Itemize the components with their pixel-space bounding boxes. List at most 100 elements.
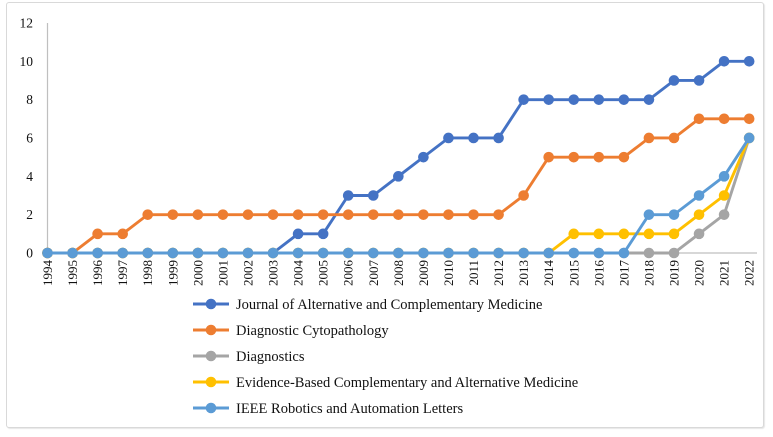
x-axis-tick-label: 2001 bbox=[215, 260, 230, 286]
series-line bbox=[46, 136, 751, 255]
legend-item: Diagnostic Cytopathology bbox=[193, 323, 389, 339]
data-point-marker bbox=[643, 94, 655, 105]
y-axis-tick-label: 2 bbox=[26, 207, 33, 222]
data-point-marker bbox=[643, 132, 655, 144]
data-point-marker bbox=[217, 247, 229, 259]
data-point-marker bbox=[643, 247, 655, 259]
data-point-marker bbox=[317, 247, 329, 259]
data-point-marker bbox=[292, 247, 304, 259]
data-point-marker bbox=[67, 247, 78, 259]
data-point-marker bbox=[543, 94, 554, 105]
data-point-marker bbox=[443, 209, 454, 220]
data-point-marker bbox=[718, 209, 730, 220]
data-point-marker bbox=[393, 209, 404, 220]
data-point-marker bbox=[568, 94, 580, 105]
x-axis-tick-label: 2014 bbox=[541, 260, 556, 287]
data-point-marker bbox=[718, 171, 730, 182]
data-point-marker bbox=[593, 151, 605, 163]
data-point-marker bbox=[593, 228, 605, 240]
x-axis-tick-label: 2022 bbox=[742, 260, 757, 286]
data-point-marker bbox=[317, 209, 329, 220]
x-axis-tick-label: 2004 bbox=[291, 260, 306, 287]
y-axis-tick-label: 12 bbox=[20, 15, 34, 30]
data-point-marker bbox=[568, 151, 580, 163]
x-axis-tick-label: 1996 bbox=[90, 260, 105, 287]
data-point-marker bbox=[468, 247, 479, 259]
x-axis-tick-label: 2016 bbox=[591, 260, 606, 287]
y-axis-tick-label: 10 bbox=[20, 54, 34, 69]
data-point-marker bbox=[342, 209, 354, 220]
data-point-marker bbox=[668, 75, 680, 86]
series-line bbox=[46, 136, 751, 255]
data-point-marker bbox=[618, 94, 630, 105]
data-point-marker bbox=[468, 209, 479, 220]
data-point-marker bbox=[42, 247, 53, 259]
data-point-marker bbox=[743, 113, 755, 125]
data-point-marker bbox=[468, 132, 479, 144]
data-point-marker bbox=[418, 247, 429, 259]
data-point-marker bbox=[267, 209, 279, 220]
x-axis-tick-label: 2008 bbox=[391, 260, 406, 286]
legend-label: IEEE Robotics and Automation Letters bbox=[236, 401, 463, 417]
data-point-marker bbox=[643, 228, 655, 240]
x-axis-tick-label: 2021 bbox=[717, 260, 732, 286]
data-point-marker bbox=[693, 228, 705, 240]
data-point-marker bbox=[242, 247, 254, 259]
x-axis-tick-label: 2002 bbox=[240, 260, 255, 286]
data-point-marker bbox=[242, 209, 254, 220]
x-axis-tick-label: 2005 bbox=[316, 260, 331, 286]
x-axis-tick-label: 1997 bbox=[115, 260, 130, 287]
y-axis-tick-label: 6 bbox=[26, 130, 33, 145]
x-axis-tick-label: 2019 bbox=[667, 260, 682, 286]
data-point-marker bbox=[593, 94, 605, 105]
x-axis-tick-label: 2017 bbox=[616, 260, 631, 287]
x-axis-tick-label: 2011 bbox=[466, 260, 481, 286]
data-point-marker bbox=[393, 247, 404, 259]
legend-label: Diagnostic Cytopathology bbox=[236, 323, 389, 339]
data-point-marker bbox=[493, 247, 504, 259]
data-point-marker bbox=[743, 132, 755, 144]
data-point-marker bbox=[342, 247, 354, 259]
data-point-marker bbox=[493, 132, 504, 144]
data-point-marker bbox=[367, 247, 379, 259]
legend-marker-dot-icon bbox=[205, 298, 217, 310]
x-axis-tick-label: 2012 bbox=[491, 260, 506, 286]
data-point-marker bbox=[167, 247, 179, 259]
data-point-marker bbox=[192, 209, 204, 220]
legend-label: Journal of Alternative and Complementary… bbox=[236, 297, 542, 313]
legend-label: Diagnostics bbox=[236, 349, 305, 365]
data-point-marker bbox=[418, 209, 429, 220]
data-point-marker bbox=[718, 113, 730, 125]
x-axis-tick-label: 1995 bbox=[65, 260, 80, 286]
data-point-marker bbox=[317, 228, 329, 240]
y-axis-tick-label: 0 bbox=[26, 246, 33, 261]
data-point-marker bbox=[693, 75, 705, 86]
data-point-marker bbox=[443, 132, 454, 144]
data-point-marker bbox=[92, 228, 103, 240]
data-point-marker bbox=[668, 228, 680, 240]
data-point-marker bbox=[518, 190, 529, 201]
data-point-marker bbox=[217, 209, 229, 220]
series-diagnostics bbox=[42, 132, 755, 259]
series-journal-of-alternative-and-complementary-medicine bbox=[42, 56, 755, 259]
data-point-marker bbox=[493, 209, 504, 220]
data-point-marker bbox=[292, 228, 304, 240]
legend-marker-dot-icon bbox=[205, 350, 217, 362]
data-point-marker bbox=[618, 228, 630, 240]
series-line bbox=[46, 136, 751, 255]
y-axis-tick-label: 8 bbox=[26, 92, 33, 107]
data-point-marker bbox=[167, 209, 179, 220]
data-point-marker bbox=[693, 209, 705, 220]
data-point-marker bbox=[718, 190, 730, 201]
x-axis-tick-label: 2003 bbox=[266, 260, 281, 286]
legend-marker-dot-icon bbox=[205, 324, 217, 336]
data-point-marker bbox=[142, 209, 154, 220]
data-point-marker bbox=[117, 228, 128, 240]
data-point-marker bbox=[92, 247, 103, 259]
legend-item: Diagnostics bbox=[193, 349, 305, 365]
legend-item: Journal of Alternative and Complementary… bbox=[193, 297, 542, 313]
series-ieee-robotics-and-automation-letters bbox=[42, 132, 755, 259]
x-axis-tick-label: 1999 bbox=[165, 260, 180, 286]
data-point-marker bbox=[693, 190, 705, 201]
